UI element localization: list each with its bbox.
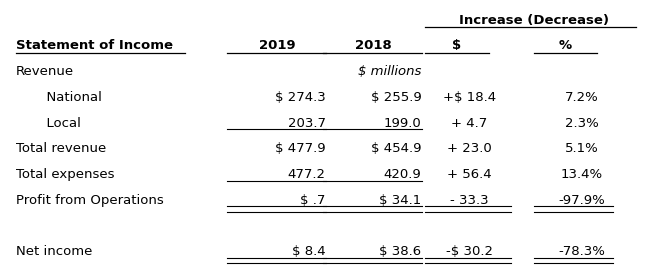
Text: 7.2%: 7.2% <box>564 91 599 104</box>
Text: + 23.0: + 23.0 <box>447 142 492 155</box>
Text: 203.7: 203.7 <box>288 117 326 129</box>
Text: Statement of Income: Statement of Income <box>15 39 173 52</box>
Text: 2.3%: 2.3% <box>564 117 599 129</box>
Text: 2018: 2018 <box>355 39 392 52</box>
Text: 477.2: 477.2 <box>288 168 326 181</box>
Text: 13.4%: 13.4% <box>561 168 602 181</box>
Text: $ millions: $ millions <box>358 65 422 78</box>
Text: %: % <box>559 39 572 52</box>
Text: $ 8.4: $ 8.4 <box>292 245 326 258</box>
Text: $ 38.6: $ 38.6 <box>379 245 422 258</box>
Text: $ 255.9: $ 255.9 <box>371 91 422 104</box>
Text: 420.9: 420.9 <box>384 168 422 181</box>
Text: 2019: 2019 <box>259 39 296 52</box>
Text: $: $ <box>452 39 461 52</box>
Text: Profit from Operations: Profit from Operations <box>15 194 163 207</box>
Text: Revenue: Revenue <box>15 65 74 78</box>
Text: +$ 18.4: +$ 18.4 <box>443 91 496 104</box>
Text: Net income: Net income <box>15 245 92 258</box>
Text: Total expenses: Total expenses <box>15 168 114 181</box>
Text: $ .7: $ .7 <box>301 194 326 207</box>
Text: $ 274.3: $ 274.3 <box>275 91 326 104</box>
Text: $ 454.9: $ 454.9 <box>371 142 422 155</box>
Text: National: National <box>38 91 102 104</box>
Text: 199.0: 199.0 <box>384 117 422 129</box>
Text: - 33.3: - 33.3 <box>450 194 489 207</box>
Text: -97.9%: -97.9% <box>558 194 605 207</box>
Text: $ 477.9: $ 477.9 <box>275 142 326 155</box>
Text: + 56.4: + 56.4 <box>447 168 492 181</box>
Text: $ 34.1: $ 34.1 <box>379 194 422 207</box>
Text: Total revenue: Total revenue <box>15 142 106 155</box>
Text: Local: Local <box>38 117 81 129</box>
Text: -78.3%: -78.3% <box>558 245 605 258</box>
Text: + 4.7: + 4.7 <box>451 117 488 129</box>
Text: Increase (Decrease): Increase (Decrease) <box>459 14 608 27</box>
Text: 5.1%: 5.1% <box>564 142 599 155</box>
Text: -$ 30.2: -$ 30.2 <box>446 245 493 258</box>
